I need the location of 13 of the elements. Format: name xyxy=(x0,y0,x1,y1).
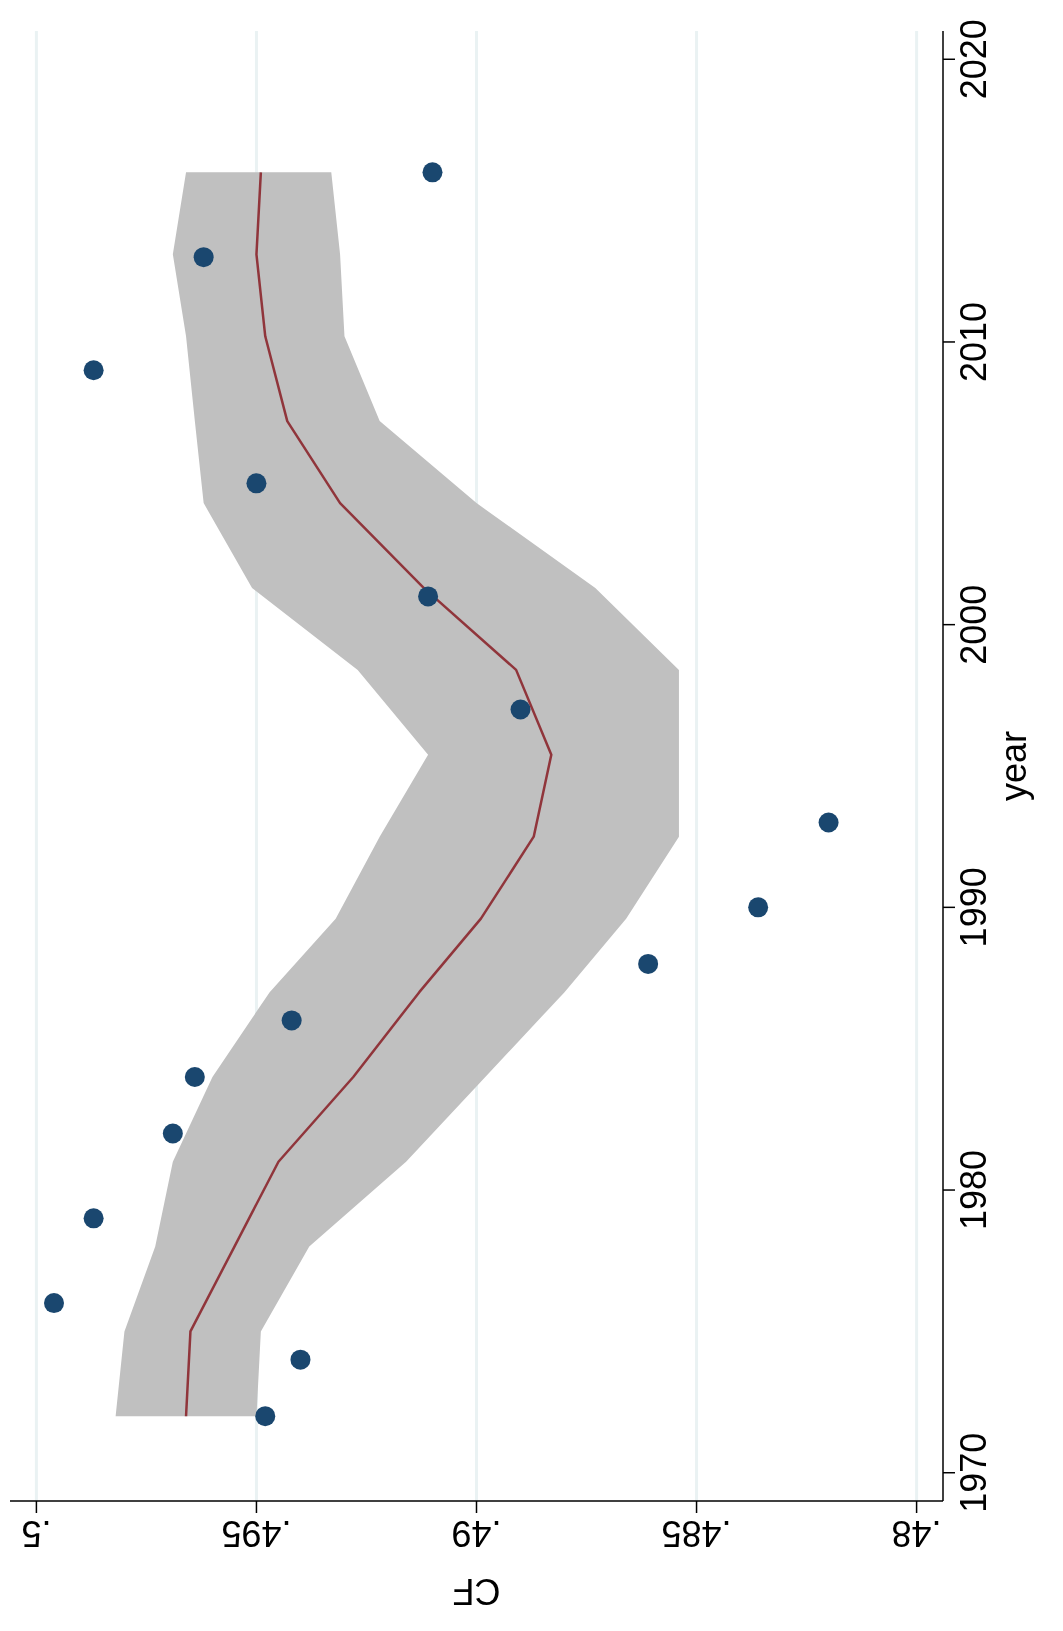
x-axis-title: CF xyxy=(452,1571,501,1612)
x-tick-label: .48 xyxy=(891,1513,942,1554)
x-tick-label: .5 xyxy=(21,1513,52,1554)
y-tick-label: 2020 xyxy=(953,19,994,100)
y-axis-title: year xyxy=(992,730,1034,802)
x-tick-label: .495 xyxy=(221,1513,292,1554)
x-tick-label: .485 xyxy=(661,1513,732,1554)
x-tick-label: .49 xyxy=(451,1513,502,1554)
y-tick-label: 2010 xyxy=(953,301,994,383)
y-tick-label: 1990 xyxy=(953,867,994,948)
y-tick-label: 1980 xyxy=(953,1149,994,1231)
y-tick-label: 2000 xyxy=(953,584,994,665)
y-tick-label: 1970 xyxy=(953,1432,994,1513)
